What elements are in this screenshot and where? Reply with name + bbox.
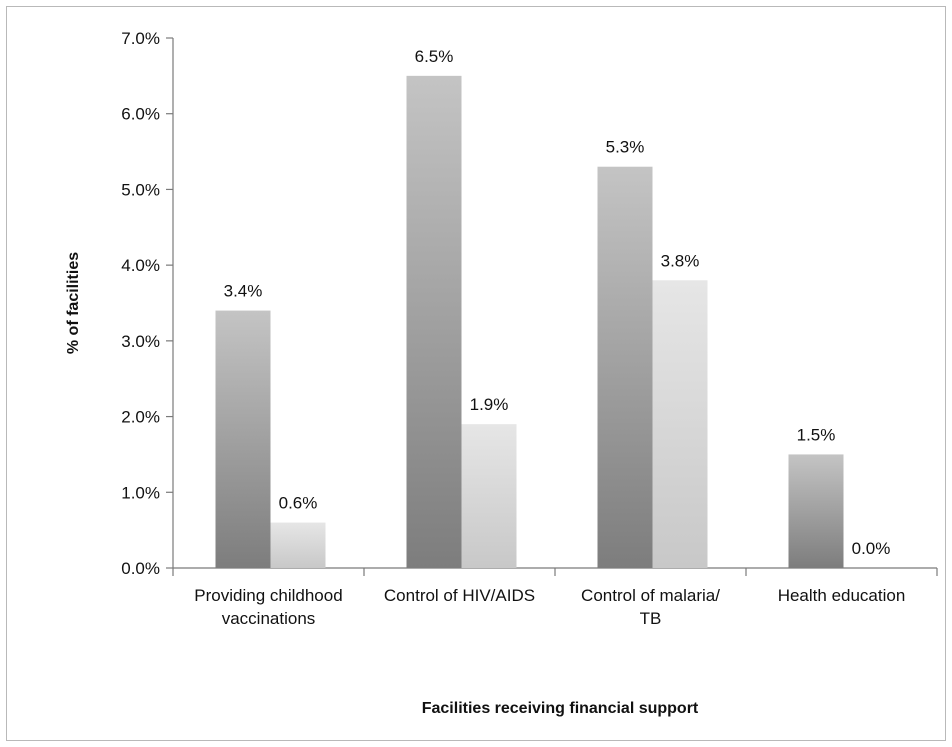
- y-tick-label: 2.0%: [121, 408, 160, 427]
- y-axis-title: % of facilities: [65, 252, 82, 354]
- y-tick-label: 7.0%: [121, 29, 160, 48]
- bar-series2-1: [461, 424, 517, 568]
- y-tick-label: 1.0%: [121, 483, 160, 502]
- x-category-label: Providing childhood: [194, 586, 342, 605]
- data-label: 1.5%: [797, 425, 836, 444]
- chart-frame: [6, 6, 946, 741]
- data-label: 0.0%: [852, 539, 891, 558]
- data-label: 3.8%: [661, 251, 700, 270]
- y-tick-label: 4.0%: [121, 256, 160, 275]
- data-label: 3.4%: [224, 282, 263, 301]
- x-category-label: Health education: [778, 586, 906, 605]
- data-label: 6.5%: [415, 47, 454, 66]
- y-tick-label: 5.0%: [121, 180, 160, 199]
- x-category-label: Control of HIV/AIDS: [384, 586, 535, 605]
- bar-series1-3: [788, 454, 844, 568]
- data-label: 5.3%: [606, 138, 645, 157]
- bar-series1-0: [215, 310, 271, 568]
- x-axis-title: Facilities receiving financial support: [422, 700, 699, 717]
- bar-series1-1: [406, 75, 462, 568]
- data-label: 1.9%: [470, 395, 509, 414]
- y-tick-label: 3.0%: [121, 332, 160, 351]
- x-category-label: Control of malaria/: [581, 586, 720, 605]
- x-category-label: vaccinations: [222, 609, 316, 628]
- y-tick-label: 0.0%: [121, 559, 160, 578]
- bar-series2-0: [270, 522, 326, 568]
- data-label: 0.6%: [279, 494, 318, 513]
- bar-series2-2: [652, 280, 708, 568]
- bar-series1-2: [597, 166, 653, 568]
- x-category-label: TB: [640, 609, 662, 628]
- y-tick-label: 6.0%: [121, 105, 160, 124]
